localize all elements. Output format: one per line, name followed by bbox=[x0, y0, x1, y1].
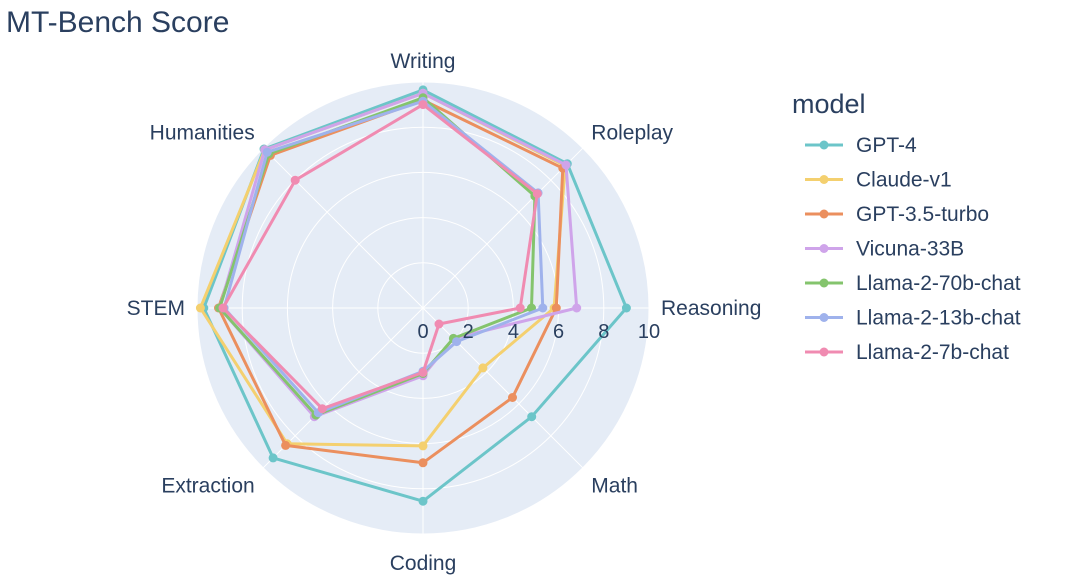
point-gpt-3-5-turbo-math bbox=[508, 393, 517, 402]
radial-tick-label: 4 bbox=[508, 321, 519, 343]
legend-label: Llama-2-13b-chat bbox=[856, 307, 1021, 330]
legend-item-gpt-4[interactable]: GPT-4 bbox=[805, 134, 917, 157]
legend-swatch-marker bbox=[819, 244, 829, 253]
point-gpt-4-reasoning bbox=[621, 303, 631, 313]
point-claude-v1-stem bbox=[195, 303, 205, 313]
point-vicuna-33b-roleplay bbox=[561, 160, 571, 170]
legend-item-claude-v1[interactable]: Claude-v1 bbox=[805, 169, 952, 192]
grid-spoke bbox=[262, 147, 424, 309]
legend-label: Llama-2-70b-chat bbox=[856, 272, 1021, 295]
radial-tick-label: 6 bbox=[553, 321, 564, 343]
legend-swatch-marker bbox=[819, 209, 829, 219]
point-gpt-4-math bbox=[527, 412, 537, 422]
point-llama-2-7b-chat-reasoning bbox=[515, 303, 525, 313]
legend-label: Vicuna-33B bbox=[856, 238, 964, 261]
legend-item-llama-2-7b-chat[interactable]: Llama-2-7b-chat bbox=[805, 341, 1009, 364]
series-layer bbox=[195, 85, 631, 506]
series-llama-2-7b-chat bbox=[218, 100, 542, 414]
chart-title: MT-Bench Score bbox=[6, 6, 229, 39]
axis-label-coding: Coding bbox=[390, 552, 457, 575]
point-gpt-4-coding bbox=[418, 496, 428, 506]
legend-item-llama-2-70b-chat[interactable]: Llama-2-70b-chat bbox=[805, 272, 1021, 295]
point-llama-2-7b-chat-coding bbox=[418, 367, 428, 377]
point-llama-2-13b-chat-math bbox=[452, 337, 462, 347]
axis-label-humanities: Humanities bbox=[150, 122, 255, 145]
legend-swatch-marker bbox=[819, 175, 829, 184]
point-gpt-3-5-turbo-coding bbox=[418, 458, 428, 468]
legend-item-gpt-3-5-turbo[interactable]: GPT-3.5-turbo bbox=[805, 203, 989, 226]
legend: model GPT-4 Claude-v1 GPT-3.5-turbo Vicuna-… bbox=[792, 89, 1021, 364]
grid-spoke bbox=[422, 307, 584, 469]
legend-swatch-marker bbox=[819, 313, 829, 322]
axis-label-roleplay: Roleplay bbox=[591, 122, 673, 145]
point-llama-2-13b-chat-humanities bbox=[262, 147, 272, 157]
legend-swatch-marker bbox=[819, 140, 829, 150]
point-llama-2-13b-chat-reasoning bbox=[538, 303, 548, 313]
legend-item-llama-2-13b-chat[interactable]: Llama-2-13b-chat bbox=[805, 307, 1021, 330]
point-llama-2-7b-chat-writing bbox=[418, 100, 428, 110]
axis-label-extraction: Extraction bbox=[161, 474, 254, 497]
grid-spoke bbox=[422, 147, 584, 309]
radial-axis-ticks: 0 2 4 6 8 10 bbox=[417, 321, 660, 343]
point-claude-v1-math bbox=[478, 363, 488, 373]
legend-swatch-marker bbox=[819, 347, 829, 357]
legend-title: model bbox=[792, 89, 866, 119]
point-llama-2-7b-chat-stem bbox=[218, 303, 228, 313]
point-claude-v1-coding bbox=[418, 441, 428, 451]
radial-tick-label: 2 bbox=[463, 321, 474, 343]
point-llama-2-7b-chat-extraction bbox=[317, 404, 327, 414]
angular-axis-labels: Writing Roleplay Reasoning Math Coding Extrac… bbox=[127, 50, 762, 575]
legend-label: GPT-3.5-turbo bbox=[856, 203, 989, 226]
radial-tick-label: 8 bbox=[598, 321, 609, 343]
axis-label-writing: Writing bbox=[391, 50, 456, 73]
point-gpt-3-5-turbo-extraction bbox=[281, 440, 291, 450]
legend-label: GPT-4 bbox=[856, 134, 917, 157]
radial-tick-label: 10 bbox=[638, 321, 660, 343]
radial-tick-label: 0 bbox=[417, 321, 428, 343]
legend-label: Llama-2-7b-chat bbox=[856, 341, 1009, 364]
legend-item-vicuna-33b[interactable]: Vicuna-33B bbox=[805, 238, 964, 261]
point-llama-2-7b-chat-roleplay bbox=[532, 189, 542, 199]
legend-swatch-marker bbox=[819, 278, 829, 288]
legend-label: Claude-v1 bbox=[856, 169, 952, 192]
axis-label-stem: STEM bbox=[127, 297, 185, 320]
axis-label-reasoning: Reasoning bbox=[661, 297, 761, 320]
point-vicuna-33b-reasoning bbox=[572, 303, 582, 313]
point-gpt-3-5-turbo-reasoning bbox=[551, 303, 561, 313]
point-gpt-4-extraction bbox=[268, 453, 278, 463]
axis-label-math: Math bbox=[591, 474, 638, 497]
point-llama-2-7b-chat-humanities bbox=[290, 175, 300, 185]
point-llama-2-7b-chat-math bbox=[434, 319, 444, 329]
